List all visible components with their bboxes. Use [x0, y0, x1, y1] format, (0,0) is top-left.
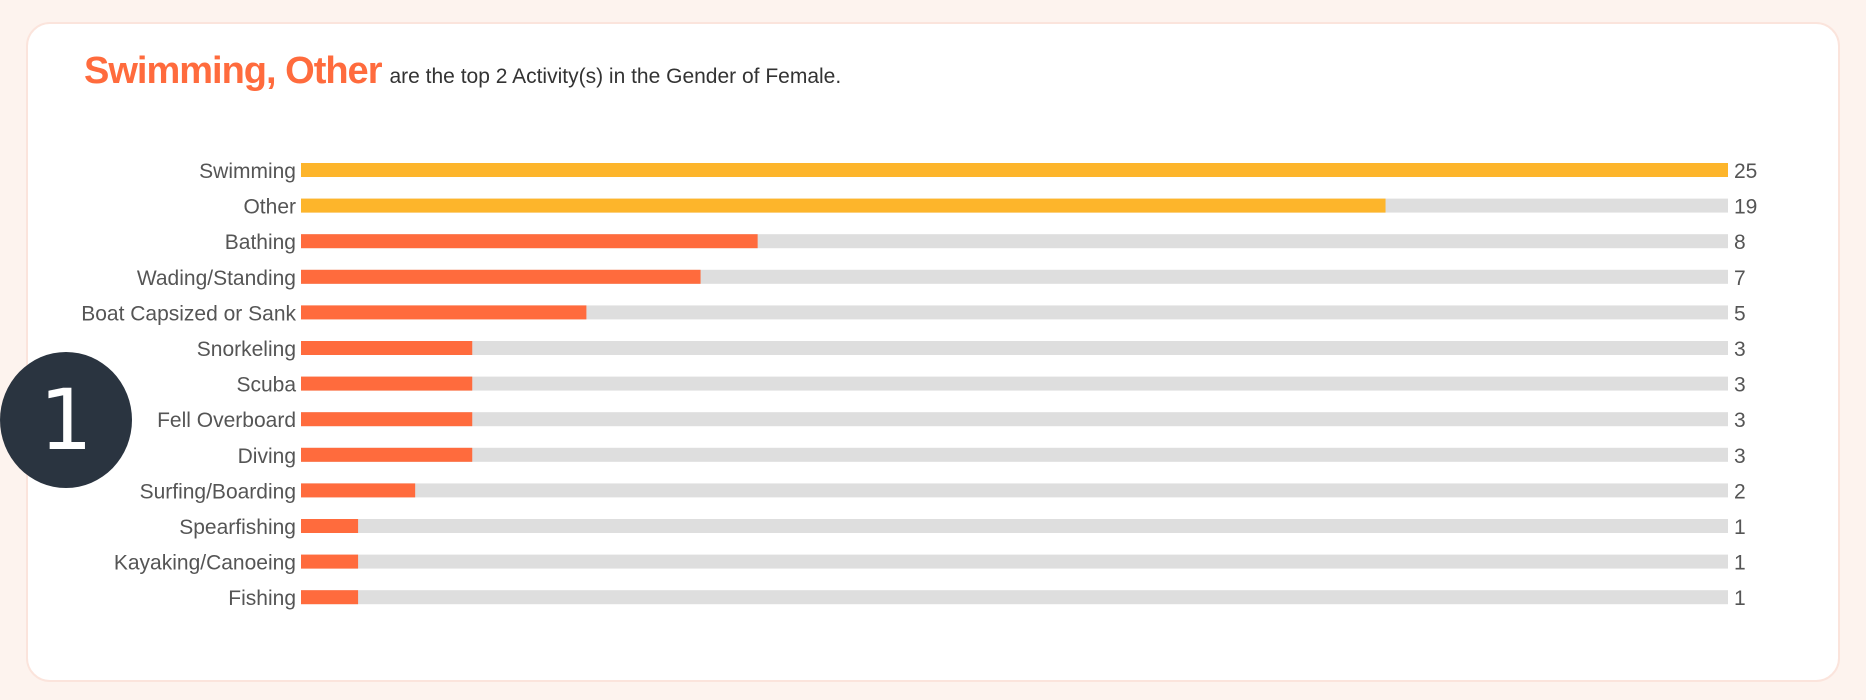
category-label: Snorkeling — [197, 338, 296, 361]
bar[interactable] — [301, 305, 587, 320]
bar-track — [301, 305, 1728, 320]
value-label: 7 — [1734, 267, 1746, 290]
category-label: Fishing — [228, 587, 296, 610]
category-label: Spearfishing — [179, 516, 296, 539]
bar[interactable] — [301, 234, 758, 249]
category-label: Kayaking/Canoeing — [114, 552, 296, 575]
bar-track — [301, 412, 1728, 427]
category-label: Fell Overboard — [157, 409, 296, 432]
bar-track — [301, 590, 1728, 605]
category-label: Boat Capsized or Sank — [81, 302, 296, 325]
value-label: 25 — [1734, 160, 1757, 183]
category-label: Bathing — [225, 231, 296, 254]
bar[interactable] — [301, 341, 473, 355]
bar[interactable] — [301, 483, 416, 498]
bar-track — [301, 447, 1728, 462]
bar-track — [301, 554, 1728, 569]
bar-track — [301, 519, 1728, 533]
bar-track — [301, 376, 1728, 391]
category-label: Scuba — [236, 374, 296, 397]
bar[interactable] — [301, 519, 359, 533]
bar[interactable] — [301, 269, 701, 284]
category-label: Swimming — [199, 160, 296, 183]
value-label: 3 — [1734, 409, 1746, 432]
bar[interactable] — [301, 447, 473, 462]
value-label: 5 — [1734, 302, 1746, 325]
headline-rest: are the top 2 Activity(s) in the Gender … — [389, 65, 842, 88]
bar[interactable] — [301, 590, 359, 605]
category-label: Wading/Standing — [137, 267, 296, 290]
value-label: 3 — [1734, 338, 1746, 361]
chart-headline: Swimming, Other are the top 2 Activity(s… — [84, 50, 841, 100]
value-label: 1 — [1734, 516, 1746, 539]
bar-track — [301, 341, 1728, 355]
bar[interactable] — [301, 198, 1386, 213]
category-label: Other — [243, 196, 296, 219]
value-label: 19 — [1734, 196, 1757, 219]
step-number-badge: 1 — [0, 352, 132, 488]
bar[interactable] — [301, 376, 473, 391]
value-label: 8 — [1734, 231, 1746, 254]
category-label: Diving — [238, 445, 296, 468]
bar[interactable] — [301, 163, 1728, 177]
bar-track — [301, 483, 1728, 498]
value-label: 1 — [1734, 552, 1746, 575]
value-label: 3 — [1734, 445, 1746, 468]
bar[interactable] — [301, 554, 359, 569]
bar[interactable] — [301, 412, 473, 427]
value-label: 2 — [1734, 480, 1746, 503]
headline-highlight: Swimming, Other — [84, 50, 382, 92]
value-label: 1 — [1734, 587, 1746, 610]
category-label: Surfing/Boarding — [140, 480, 296, 503]
value-label: 3 — [1734, 374, 1746, 397]
